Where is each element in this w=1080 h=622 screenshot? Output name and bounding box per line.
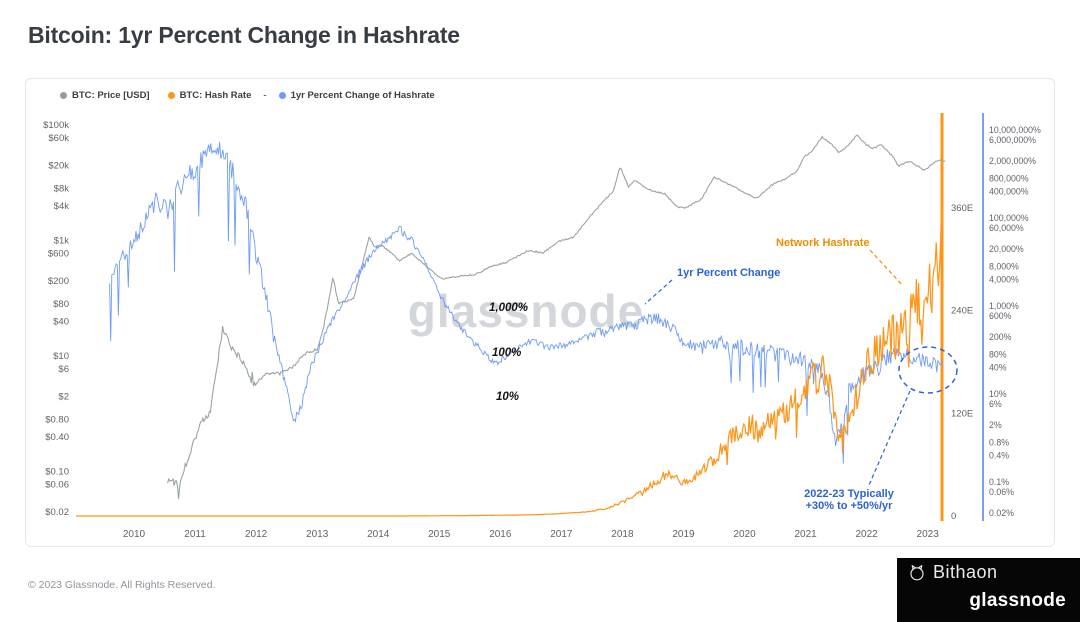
copyright-text: © 2023 Glassnode. All Rights Reserved. bbox=[28, 579, 216, 591]
legend-label-pct-change: 1yr Percent Change of Hashrate bbox=[290, 90, 435, 101]
axis-tick: 120E bbox=[951, 408, 973, 419]
axis-tick: 2% bbox=[989, 420, 1002, 430]
axis-tick: $0.40 bbox=[45, 432, 69, 443]
legend-dot-hashrate-icon bbox=[167, 92, 175, 99]
axis-tick: 1,000% bbox=[989, 301, 1019, 311]
legend-dot-price-icon bbox=[60, 92, 67, 99]
axis-tick: $60k bbox=[48, 133, 69, 144]
axis-tick: 0.8% bbox=[989, 437, 1009, 447]
annotation-text: 1yr Percent Change bbox=[677, 267, 780, 279]
bithaon-logo-icon bbox=[910, 564, 924, 580]
axis-tick: 2020 bbox=[733, 529, 756, 540]
bithaon-text: Bithaon bbox=[933, 562, 998, 582]
axis-tick: $0.80 bbox=[45, 414, 69, 425]
axis-tick: 0.06% bbox=[989, 487, 1014, 497]
legend-label-price: BTC: Price [USD] bbox=[72, 90, 150, 101]
axis-tick: 0.4% bbox=[989, 451, 1009, 461]
axis-tick: 6% bbox=[989, 399, 1002, 409]
glassnode-logo: glassnode bbox=[969, 590, 1066, 611]
glassnode-watermark: glassnode bbox=[407, 285, 645, 337]
axis-tick: $4k bbox=[54, 201, 70, 212]
axis-tick: $20k bbox=[48, 160, 69, 171]
axis-tick: 60,000% bbox=[989, 223, 1024, 233]
brand-bar: Bithaon glassnode bbox=[897, 558, 1080, 622]
annotation-dashed-line bbox=[869, 249, 904, 287]
axis-tick: 2022 bbox=[856, 529, 879, 540]
annotation-text: 10% bbox=[496, 391, 519, 403]
axis-tick: 2019 bbox=[672, 529, 695, 540]
axis-tick: 2,000,000% bbox=[989, 156, 1036, 166]
axis-tick: 4,000% bbox=[989, 275, 1019, 285]
annotation-dashed-line bbox=[644, 279, 673, 305]
axis-tick: 40% bbox=[989, 363, 1007, 373]
axis-tick: 10% bbox=[989, 389, 1007, 399]
annotation-dashed-ellipse bbox=[898, 346, 958, 394]
axis-tick: $0.10 bbox=[45, 467, 69, 478]
axis-tick: 2012 bbox=[245, 529, 268, 540]
axis-tick: 0 bbox=[951, 511, 956, 522]
axis-tick: 80% bbox=[989, 349, 1007, 359]
axis-tick: 2015 bbox=[428, 529, 451, 540]
axis-tick: 200% bbox=[989, 332, 1012, 342]
axis-tick: $100k bbox=[43, 120, 69, 131]
axis-tick: 2023 bbox=[917, 529, 940, 540]
axis-tick: 2013 bbox=[306, 529, 329, 540]
annotation-dashed-line bbox=[868, 390, 911, 486]
legend-dot-pct-change-icon bbox=[278, 92, 286, 99]
page-title: Bitcoin: 1yr Percent Change in Hashrate bbox=[28, 22, 460, 48]
axis-tick: 0.1% bbox=[989, 477, 1009, 487]
axis-tick: 10,000,000% bbox=[989, 125, 1041, 135]
axis-tick: $600 bbox=[48, 248, 69, 259]
axis-tick: 6,000,000% bbox=[989, 135, 1036, 145]
axis-tick: 2016 bbox=[489, 529, 512, 540]
axis-tick: $10 bbox=[53, 351, 69, 362]
axis-tick: 600% bbox=[989, 311, 1012, 321]
chart-legend: BTC: Price [USD] BTC: Hash Rate - 1yr Pe… bbox=[60, 90, 435, 101]
series-price-line bbox=[167, 134, 946, 499]
legend-separator: - bbox=[263, 90, 267, 101]
legend-item-pct-change[interactable]: 1yr Percent Change of Hashrate bbox=[278, 90, 435, 101]
axis-tick: 100,000% bbox=[989, 213, 1029, 223]
bithaon-watermark: Bithaon bbox=[907, 562, 998, 583]
annotation-text: +30% to +50%/yr bbox=[806, 500, 894, 512]
axis-tick: $0.02 bbox=[45, 507, 69, 518]
axis-tick: 2021 bbox=[794, 529, 817, 540]
axis-tick: 2010 bbox=[123, 529, 146, 540]
axis-tick: $40 bbox=[53, 316, 69, 327]
axis-tick: 2011 bbox=[184, 529, 206, 540]
annotation-text: 100% bbox=[492, 347, 521, 359]
axis-tick: $6 bbox=[58, 364, 69, 375]
annotation-text: 2022-23 Typically bbox=[804, 488, 895, 500]
legend-item-hashrate[interactable]: BTC: Hash Rate bbox=[167, 90, 252, 101]
axis-tick: $0.06 bbox=[45, 479, 69, 490]
annotation-text: 1,000% bbox=[489, 302, 528, 314]
series-pct-line bbox=[109, 141, 943, 464]
axis-tick: 20,000% bbox=[989, 244, 1024, 254]
axis-tick: 8,000% bbox=[989, 261, 1019, 271]
axis-tick: $200 bbox=[48, 276, 69, 287]
series-hashrate-line bbox=[76, 206, 944, 517]
axis-tick: 800,000% bbox=[989, 173, 1029, 183]
axis-tick: $80 bbox=[53, 299, 69, 310]
axis-tick: 0.02% bbox=[989, 508, 1014, 518]
axis-tick: $2 bbox=[58, 391, 69, 402]
axis-tick: 2017 bbox=[550, 529, 573, 540]
axis-tick: $1k bbox=[54, 236, 70, 247]
axis-tick: 240E bbox=[951, 306, 973, 317]
legend-label-hashrate: BTC: Hash Rate bbox=[179, 90, 252, 101]
annotation-text: Network Hashrate bbox=[776, 237, 870, 249]
axis-tick: $8k bbox=[54, 183, 70, 194]
axis-tick: 2014 bbox=[367, 529, 390, 540]
chart-card: BTC: Price [USD] BTC: Hash Rate - 1yr Pe… bbox=[25, 78, 1055, 547]
axis-tick: 2018 bbox=[611, 529, 634, 540]
chart-canvas[interactable]: $100k $60k $20k $8k $4k $1k$600 $200 $80 $40 $10 $… bbox=[26, 79, 1054, 546]
legend-item-price[interactable]: BTC: Price [USD] bbox=[60, 90, 150, 101]
axis-tick: 360E bbox=[951, 203, 973, 214]
axis-tick: 400,000% bbox=[989, 187, 1029, 197]
